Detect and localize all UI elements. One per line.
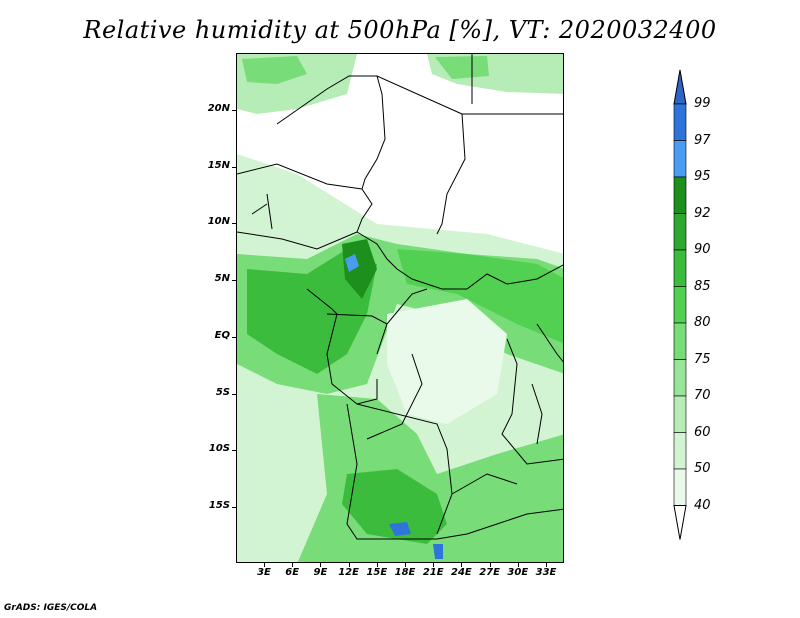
latitude-label: 15S	[208, 499, 230, 511]
map-panel	[236, 53, 564, 563]
latitude-tick	[232, 280, 236, 282]
colorbar-label: 70	[694, 388, 711, 403]
colorbar-label: 92	[694, 205, 711, 221]
latitude-label: 10S	[208, 443, 230, 455]
colorbar-label: 50	[694, 461, 711, 476]
latitude-label: 5S	[215, 386, 230, 398]
longitude-tick	[264, 563, 265, 567]
colorbar	[673, 69, 687, 540]
colorbar-bottom-arrow	[673, 505, 687, 540]
humidity-map	[237, 54, 563, 562]
longitude-tick	[348, 563, 350, 567]
humidity-spot-cameroon	[345, 254, 359, 272]
longitude-tick	[489, 563, 491, 567]
longitude-tick	[461, 563, 463, 567]
humidity-region-ne-top-core	[435, 56, 489, 79]
humidity-spot-south-a	[389, 522, 411, 536]
humidity-region-cameroon-core	[342, 239, 377, 299]
humidity-region-nw-top-core	[242, 56, 307, 84]
colorbar-band	[673, 103, 687, 141]
humidity-spot-south-b	[433, 544, 443, 559]
latitude-tick	[232, 450, 236, 452]
longitude-tick	[405, 563, 406, 567]
colorbar-band	[673, 286, 687, 324]
humidity-region-central-core	[247, 249, 377, 374]
humidity-fields	[237, 54, 563, 562]
longitude-label: 9E	[313, 567, 328, 578]
latitude-label: 10N	[207, 216, 230, 228]
longitude-tick	[376, 563, 378, 567]
colorbar-band	[673, 176, 687, 214]
colorbar-label: 97	[694, 132, 711, 148]
humidity-region-congo-dry	[387, 299, 507, 424]
latitude-tick	[232, 166, 236, 168]
country-borders	[237, 54, 563, 540]
humidity-region-east-band	[397, 249, 563, 344]
latitude-tick	[232, 336, 236, 338]
longitude-label: 6E	[285, 567, 300, 578]
colorbar-band	[673, 359, 687, 397]
colorbar-label: 95	[694, 169, 711, 184]
colorbar-band	[673, 140, 687, 178]
colorbar-label: 90	[694, 242, 711, 257]
map-title: Relative humidity at 500hPa [%], VT: 202…	[83, 16, 717, 44]
longitude-label: 24E	[451, 567, 472, 578]
latitude-label: 15N	[207, 159, 230, 171]
colorbar-band	[673, 249, 687, 287]
latitude-tick	[232, 506, 236, 508]
colorbar-band	[673, 395, 687, 433]
latitude-tick	[232, 223, 236, 225]
colorbar-top-arrow	[673, 69, 687, 105]
longitude-label: 18E	[394, 567, 416, 578]
colorbar-label: 99	[694, 96, 711, 111]
latitude-tick	[232, 393, 236, 395]
colorbar-band	[673, 322, 687, 360]
longitude-label: 21E	[422, 567, 444, 578]
humidity-region-south-core	[342, 469, 447, 544]
longitude-label: 3E	[257, 567, 271, 578]
latitude-tick	[232, 110, 236, 111]
longitude-label: 15E	[366, 567, 388, 578]
colorbar-label: 85	[694, 278, 711, 294]
credit-text: GrADS: IGES/COLA	[4, 603, 98, 613]
longitude-tick	[320, 563, 322, 567]
longitude-tick	[546, 563, 547, 567]
colorbar-band	[673, 468, 687, 506]
longitude-label: 30E	[507, 567, 529, 578]
colorbar-label: 80	[694, 315, 711, 330]
longitude-label: 27E	[479, 567, 500, 578]
longitude-tick	[433, 563, 435, 567]
colorbar-label: 60	[694, 424, 711, 440]
colorbar-label: 75	[694, 351, 711, 367]
latitude-label: 5N	[214, 273, 230, 285]
longitude-tick	[517, 563, 519, 567]
longitude-label: 33E	[535, 567, 557, 578]
longitude-tick	[292, 563, 294, 567]
colorbar-band	[673, 432, 687, 470]
colorbar-band	[673, 213, 687, 251]
longitude-label: 12E	[338, 567, 359, 578]
latitude-label: EQ	[214, 329, 230, 341]
latitude-label: 20N	[207, 103, 230, 114]
colorbar-label: 40	[694, 497, 711, 513]
